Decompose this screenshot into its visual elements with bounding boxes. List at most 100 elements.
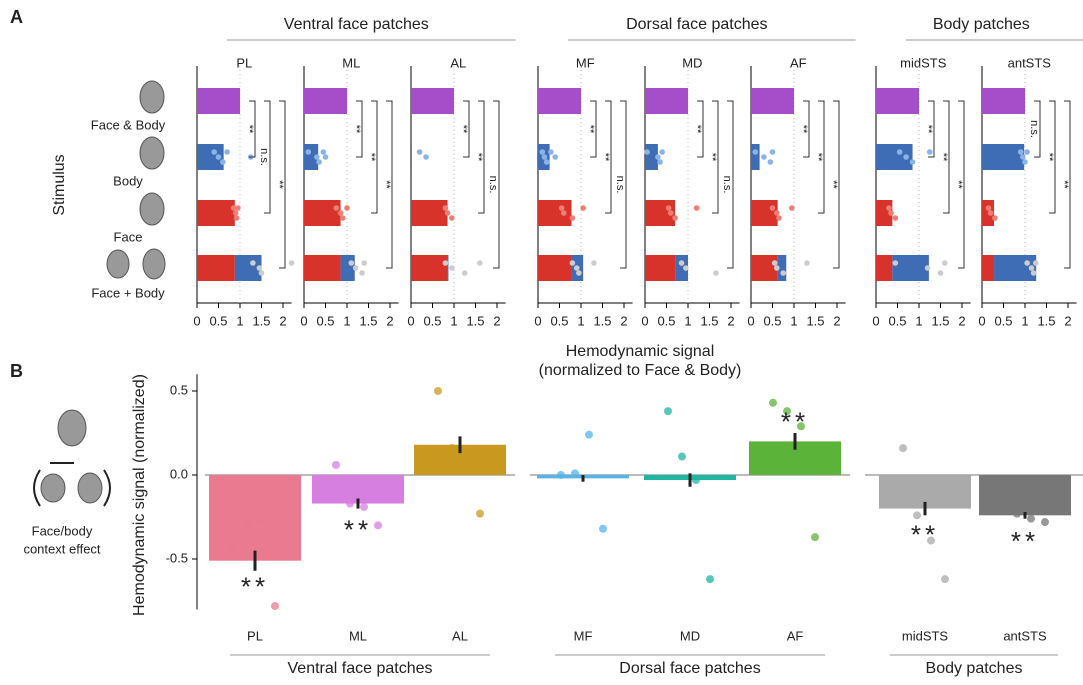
data-point xyxy=(1022,159,1028,165)
significance-bracket xyxy=(249,100,256,158)
data-point xyxy=(789,205,795,211)
data-point xyxy=(892,260,899,266)
x-tick-label: PL xyxy=(247,628,263,643)
significance-label: n.s. xyxy=(614,176,626,194)
x-tick-label: 0.5 xyxy=(550,313,568,328)
significance-bracket xyxy=(818,100,825,214)
data-point xyxy=(1017,149,1024,155)
data-point xyxy=(571,469,579,478)
bar-body-part xyxy=(447,255,449,281)
bar xyxy=(751,144,760,170)
x-tick-label: 2 xyxy=(727,313,734,328)
data-point xyxy=(220,159,226,165)
data-point xyxy=(644,149,650,155)
data-point xyxy=(591,260,597,266)
data-point xyxy=(941,575,949,584)
significance-bracket xyxy=(803,100,810,158)
x-tick-label: 0 xyxy=(872,313,879,328)
data-point xyxy=(557,471,565,479)
data-point xyxy=(776,215,782,221)
data-point xyxy=(683,265,689,271)
panel-title: PL xyxy=(236,55,252,70)
x-tick-label: antSTS xyxy=(1003,628,1047,643)
x-tick-label: 2 xyxy=(386,313,393,328)
data-point xyxy=(576,270,582,276)
x-tick-label: 1.5 xyxy=(931,313,949,328)
data-point xyxy=(434,387,442,395)
data-point xyxy=(804,260,810,266)
significance-bracket xyxy=(928,100,935,158)
x-tick-label: 2 xyxy=(958,313,965,328)
bar xyxy=(538,88,581,114)
data-point xyxy=(258,270,265,276)
bar xyxy=(979,475,1071,516)
data-point xyxy=(985,205,992,211)
group-title: Body patches xyxy=(933,16,1030,33)
significance-bracket xyxy=(697,100,704,158)
panel-title: midSTS xyxy=(900,55,947,70)
data-point xyxy=(992,215,998,221)
significance-bracket xyxy=(264,100,271,214)
bar xyxy=(876,88,919,114)
data-point xyxy=(232,210,239,216)
data-point xyxy=(348,260,355,266)
data-point xyxy=(569,260,576,266)
bar-body-part xyxy=(777,255,787,281)
significance-bracket xyxy=(958,100,965,269)
bar-face-part xyxy=(645,255,676,281)
data-point xyxy=(774,210,780,216)
stimulus-icon xyxy=(139,192,165,226)
data-point xyxy=(761,154,767,160)
significance-label: ** xyxy=(922,125,934,134)
data-point xyxy=(448,444,456,453)
data-point xyxy=(361,260,368,266)
data-point xyxy=(1032,260,1039,266)
data-point xyxy=(926,149,933,155)
significance-label: ** xyxy=(781,406,809,436)
data-point xyxy=(678,452,686,461)
data-point xyxy=(224,149,230,155)
icon-caption: context effect xyxy=(23,541,100,556)
data-point xyxy=(655,154,661,160)
group-title: Ventral face patches xyxy=(284,16,429,33)
data-point xyxy=(374,521,382,530)
data-point xyxy=(1028,265,1035,271)
significance-label: ** xyxy=(243,125,255,134)
x-tick-label: AL xyxy=(452,628,468,643)
panel-title: ML xyxy=(342,55,360,70)
data-point xyxy=(423,154,429,160)
data-point xyxy=(752,149,759,155)
bar-body-part xyxy=(340,255,355,281)
data-point xyxy=(771,260,778,266)
data-point xyxy=(886,205,892,211)
y-axis-label: Stimulus xyxy=(51,154,68,215)
data-point xyxy=(462,457,470,466)
data-point xyxy=(774,265,780,271)
bar-face-part xyxy=(876,255,893,281)
significance-bracket xyxy=(386,100,393,269)
data-point xyxy=(1024,149,1030,155)
bar xyxy=(645,88,688,114)
data-point xyxy=(664,407,672,416)
panel-title: MF xyxy=(576,55,595,70)
x-tick-label: 1 xyxy=(577,313,584,328)
panel-title: antSTS xyxy=(1008,55,1052,70)
data-point xyxy=(444,210,451,216)
group-title: Dorsal face patches xyxy=(626,16,767,33)
x-tick-label: MD xyxy=(680,628,700,643)
data-point xyxy=(913,511,921,520)
bar xyxy=(197,88,240,114)
significance-label: ** xyxy=(911,519,939,549)
data-point xyxy=(539,149,546,155)
x-tick-label: 0 xyxy=(407,313,414,328)
significance-label: n.s. xyxy=(258,148,270,166)
x-tick-label: 0 xyxy=(300,313,307,328)
x-tick-label: 0.5 xyxy=(423,313,441,328)
x-tick-label: 2 xyxy=(1064,313,1071,328)
data-point xyxy=(215,154,222,160)
x-tick-label: 0 xyxy=(534,313,541,328)
x-tick-label: 1.5 xyxy=(806,313,824,328)
data-point xyxy=(229,543,237,552)
data-point xyxy=(476,509,484,518)
